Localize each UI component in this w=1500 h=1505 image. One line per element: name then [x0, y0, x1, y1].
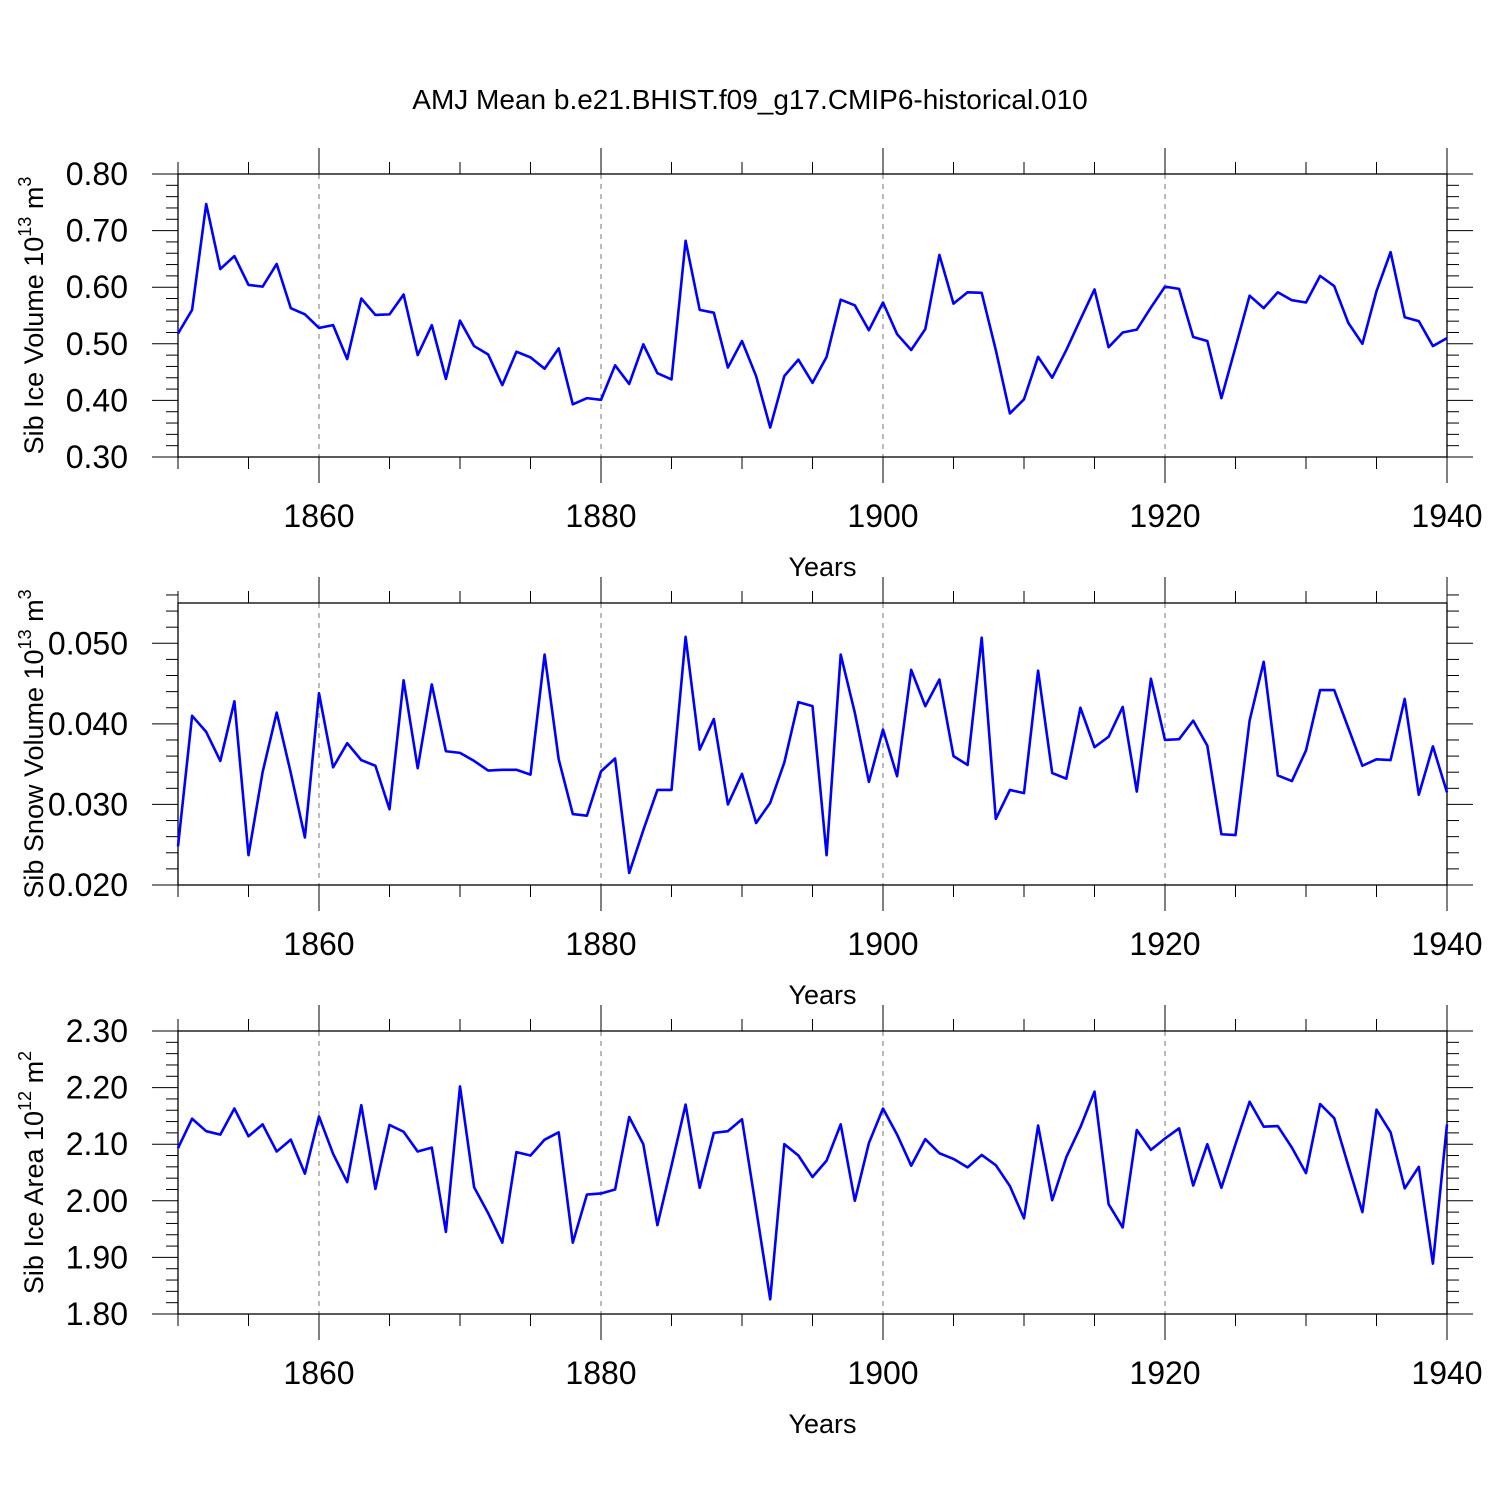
- ice-area-x-axis-title: Years: [788, 1409, 856, 1439]
- ice-volume-x-tick-label: 1940: [1411, 498, 1482, 534]
- snow-volume-y-axis-title-part: Sib Snow Volume 10: [19, 649, 49, 898]
- ice-area-y-axis-title-part: Sib Ice Area 10: [19, 1111, 49, 1294]
- ice-volume-y-tick-label: 0.70: [66, 213, 128, 249]
- ice-area-y-tick-label: 1.80: [66, 1296, 128, 1332]
- snow-volume-x-axis-title: Years: [788, 980, 856, 1010]
- snow-volume-y-tick-label: 0.050: [48, 625, 128, 661]
- ice-volume-x-tick-label: 1900: [847, 498, 918, 534]
- ice-area-x-tick-label: 1920: [1129, 1355, 1200, 1391]
- ice-area-series-line: [176, 1085, 1449, 1301]
- ice-area-y-tick-label: 1.90: [66, 1239, 128, 1275]
- ice-volume-y-tick-label: 0.50: [66, 326, 128, 362]
- ice-volume-x-tick-label: 1860: [283, 498, 354, 534]
- snow-volume-y-tick-label: 0.030: [48, 786, 128, 822]
- ice-volume-y-tick-label: 0.30: [66, 439, 128, 475]
- ice-area-plot-frame: [177, 1030, 1448, 1315]
- ice-area-y-tick-label: 2.00: [66, 1183, 128, 1219]
- ice-volume-y-axis-title-part: Sib Ice Volume 10: [19, 237, 49, 455]
- ice-area-y-axis-title-sup: 12: [15, 1091, 35, 1111]
- ice-area-panel: 1.80 1.90 2.00 2.10 2.20 2.30 1860 1880 1900 1920…: [15, 1005, 1483, 1439]
- snow-volume-y-tick-label: 0.020: [48, 867, 128, 903]
- snow-volume-x-tick-label: 1880: [565, 926, 636, 962]
- ice-area-x-tick-label: 1940: [1411, 1355, 1482, 1391]
- snow-volume-y-tick-label: 0.040: [48, 706, 128, 742]
- ice-area-x-tick-label: 1860: [283, 1355, 354, 1391]
- ice-volume-x-tick-label: 1880: [565, 498, 636, 534]
- ice-volume-x-axis-title: Years: [788, 552, 856, 582]
- snow-volume-x-tick-label: 1860: [283, 926, 354, 962]
- ice-volume-plot-frame: [177, 173, 1448, 458]
- snow-volume-series-line: [176, 635, 1449, 875]
- ice-volume-y-tick-label: 0.60: [66, 269, 128, 305]
- ice-area-x-tick-label: 1900: [847, 1355, 918, 1391]
- ice-volume-y-axis-title-sup: 13: [15, 217, 35, 237]
- ice-area-y-axis-title-sup: 2: [15, 1051, 35, 1061]
- snow-volume-x-tick-label: 1920: [1129, 926, 1200, 962]
- snow-volume-panel: 0.020 0.030 0.040 0.050 1860 1880 1900 1920 1940…: [15, 577, 1483, 1010]
- ice-volume-y-axis-title: Sib Ice Volume 1013 m3: [15, 177, 49, 455]
- ice-area-y-tick-label: 2.20: [66, 1070, 128, 1106]
- ice-volume-y-tick-label: 0.80: [66, 156, 128, 192]
- snow-volume-plot-frame: [177, 602, 1448, 886]
- ice-volume-series-line: [176, 202, 1448, 429]
- ice-area-y-tick-label: 2.30: [66, 1013, 128, 1049]
- ice-volume-y-axis-title-part: m: [19, 187, 49, 217]
- ice-volume-y-tick-label: 0.40: [66, 382, 128, 418]
- ice-area-y-axis-title-part: m: [19, 1061, 49, 1091]
- ice-area-y-axis-title: Sib Ice Area 1012 m2: [15, 1051, 49, 1294]
- ice-volume-panel: 0.30 0.40 0.50 0.60 0.70 0.80 1860 1880 1900 1920…: [15, 148, 1483, 582]
- snow-volume-y-axis-title: Sib Snow Volume 1013 m3: [15, 589, 49, 898]
- snow-volume-y-axis-title-sup: 3: [15, 589, 35, 599]
- ice-area-y-tick-label: 2.10: [66, 1126, 128, 1162]
- snow-volume-y-axis-title-sup: 13: [15, 629, 35, 649]
- ice-area-x-tick-label: 1880: [565, 1355, 636, 1391]
- figure-title: AMJ Mean b.e21.BHIST.f09_g17.CMIP6-histo…: [412, 84, 1088, 115]
- snow-volume-y-axis-title-part: m: [19, 599, 49, 629]
- ice-volume-y-axis-title-sup: 3: [15, 177, 35, 187]
- snow-volume-x-tick-label: 1940: [1411, 926, 1482, 962]
- ice-volume-x-tick-label: 1920: [1129, 498, 1200, 534]
- snow-volume-x-tick-label: 1900: [847, 926, 918, 962]
